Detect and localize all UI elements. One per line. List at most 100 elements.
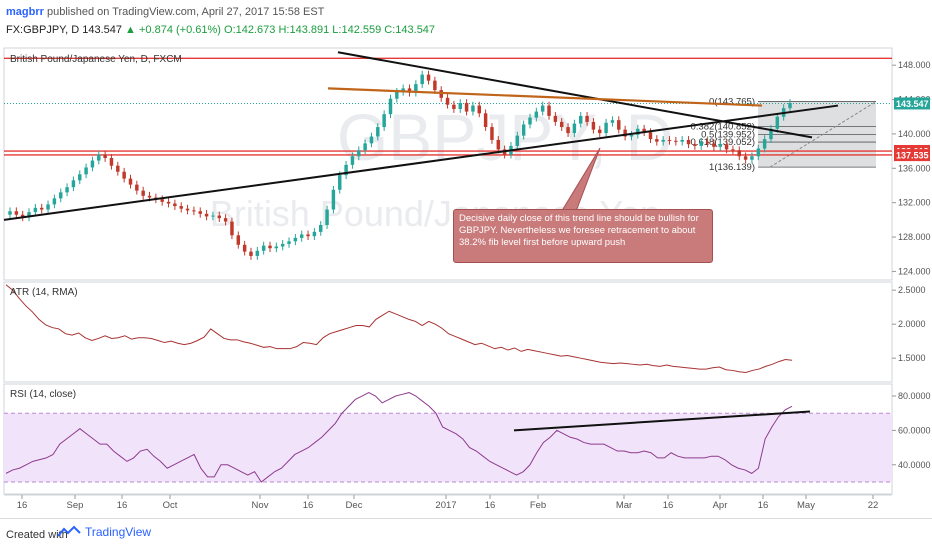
candle-body	[471, 105, 475, 112]
candle-body	[46, 204, 50, 210]
price-tag-label: 137.535	[896, 151, 929, 161]
x-tick-label: Nov	[252, 500, 269, 511]
publisher-link[interactable]: magbrr	[6, 6, 44, 18]
atr-pane[interactable]: 1.5000 2.0000 2.5000 ATR (14, RMA)	[3, 281, 926, 383]
price-change: +0.874 (+0.61%)	[139, 24, 221, 36]
candle-body	[71, 180, 76, 188]
x-tick-label: May	[797, 500, 815, 511]
y-tick-label: 2.5000	[898, 285, 926, 295]
candle-body	[293, 237, 298, 242]
candle-body	[242, 244, 247, 252]
candle-body	[363, 143, 367, 151]
candle-body	[128, 178, 133, 185]
candle-body	[255, 250, 260, 256]
candle-body	[731, 149, 735, 151]
fib-level-label: 0(143.765)	[709, 97, 755, 108]
candle-body	[604, 122, 608, 134]
pane-frame	[3, 281, 893, 383]
candle-body	[426, 74, 431, 81]
candle-body	[39, 207, 44, 210]
pane-frame	[3, 47, 893, 281]
candle-body	[693, 144, 697, 146]
y-tick-label: 140.000	[898, 129, 931, 139]
price-tag-label: 143.547	[896, 99, 929, 109]
candle-body	[344, 164, 348, 176]
created-with-label: Created with	[6, 529, 68, 541]
candle-body	[788, 102, 792, 109]
candle-body	[382, 114, 386, 128]
candle-body	[20, 214, 25, 218]
candle-body	[686, 139, 691, 145]
candle-body	[27, 212, 31, 218]
candle-body	[743, 156, 748, 160]
candle-body	[762, 139, 767, 149]
candle-body	[84, 167, 88, 175]
candle-body	[122, 171, 126, 179]
rsi-line	[5, 392, 793, 483]
candle-body	[236, 235, 241, 245]
high-value: H:143.891	[278, 24, 330, 36]
price-pane-title: British Pound/Japanese Yen, D, FXCM	[10, 54, 182, 65]
candle-body	[65, 187, 69, 193]
candle-body	[445, 97, 450, 105]
resistance-trendline	[327, 87, 763, 107]
tradingview-logo[interactable]: TradingView	[56, 525, 151, 539]
x-tick-label: Dec	[346, 500, 363, 511]
publish-info: published on TradingView.com, April 27, …	[46, 6, 325, 18]
candle-body	[674, 140, 678, 142]
candle-body	[223, 218, 228, 222]
candle-body	[280, 243, 285, 247]
low-value: L:142.559	[332, 24, 382, 36]
x-tick-label: 16	[758, 500, 769, 511]
open-value: O:142.673	[224, 24, 276, 36]
candle-body	[166, 201, 171, 204]
fib-trend-dash	[769, 101, 877, 168]
candle-body	[369, 136, 374, 144]
candle-body	[648, 132, 653, 140]
candle-body	[547, 105, 551, 116]
candle-body	[705, 141, 710, 144]
candle-body	[59, 192, 63, 199]
candle-body	[559, 121, 564, 128]
candle-body	[141, 190, 145, 196]
candle-body	[268, 245, 272, 249]
candle-body	[769, 128, 773, 140]
candle-body	[534, 111, 539, 118]
candle-body	[192, 210, 196, 212]
candle-body	[198, 211, 202, 214]
rsi-pane[interactable]: 40.0000 60.0000 80.0000 RSI (14, close)	[3, 383, 931, 495]
x-tick-label: Feb	[530, 500, 546, 511]
candle-body	[724, 144, 729, 150]
x-tick-label: 16	[17, 500, 28, 511]
y-tick-label: 1.5000	[898, 353, 926, 363]
candle-body	[319, 225, 323, 232]
symbol-label: FX:GBPJPY, D	[6, 24, 80, 36]
candle-body	[661, 139, 665, 142]
candle-body	[97, 154, 101, 161]
candle-body	[655, 139, 659, 142]
candle-body	[629, 134, 634, 137]
analysis-note: Decisive daily close of this trend line …	[453, 209, 713, 263]
candle-body	[579, 115, 583, 124]
candle-body	[299, 234, 304, 238]
candle-body	[642, 128, 646, 133]
time-axis[interactable]: 16 Sep 16 Oct Nov 16 Dec 2017 16 Feb Mar 16 Apr 16 May…	[4, 494, 892, 511]
x-tick-label: 16	[117, 500, 128, 511]
candle-body	[78, 174, 82, 181]
candle-body	[14, 211, 19, 215]
watermark-symbol: GBPJPY, D	[337, 100, 673, 174]
candle-body	[179, 206, 183, 209]
candle-body	[274, 246, 279, 249]
fib-level-label: 0.618(139.052)	[691, 137, 755, 148]
candle-body	[395, 91, 399, 99]
candle-body	[623, 129, 627, 137]
ohlc-line: FX:GBPJPY, D 143.547 ▲ +0.874 (+0.61%) O…	[6, 24, 435, 36]
brand-label: TradingView	[85, 525, 152, 539]
close-value: C:143.547	[384, 24, 436, 36]
candle-body	[521, 124, 526, 136]
candle-body	[357, 150, 361, 157]
candle-body	[458, 102, 462, 110]
x-tick-label: Oct	[163, 500, 178, 511]
candle-body	[617, 120, 621, 130]
